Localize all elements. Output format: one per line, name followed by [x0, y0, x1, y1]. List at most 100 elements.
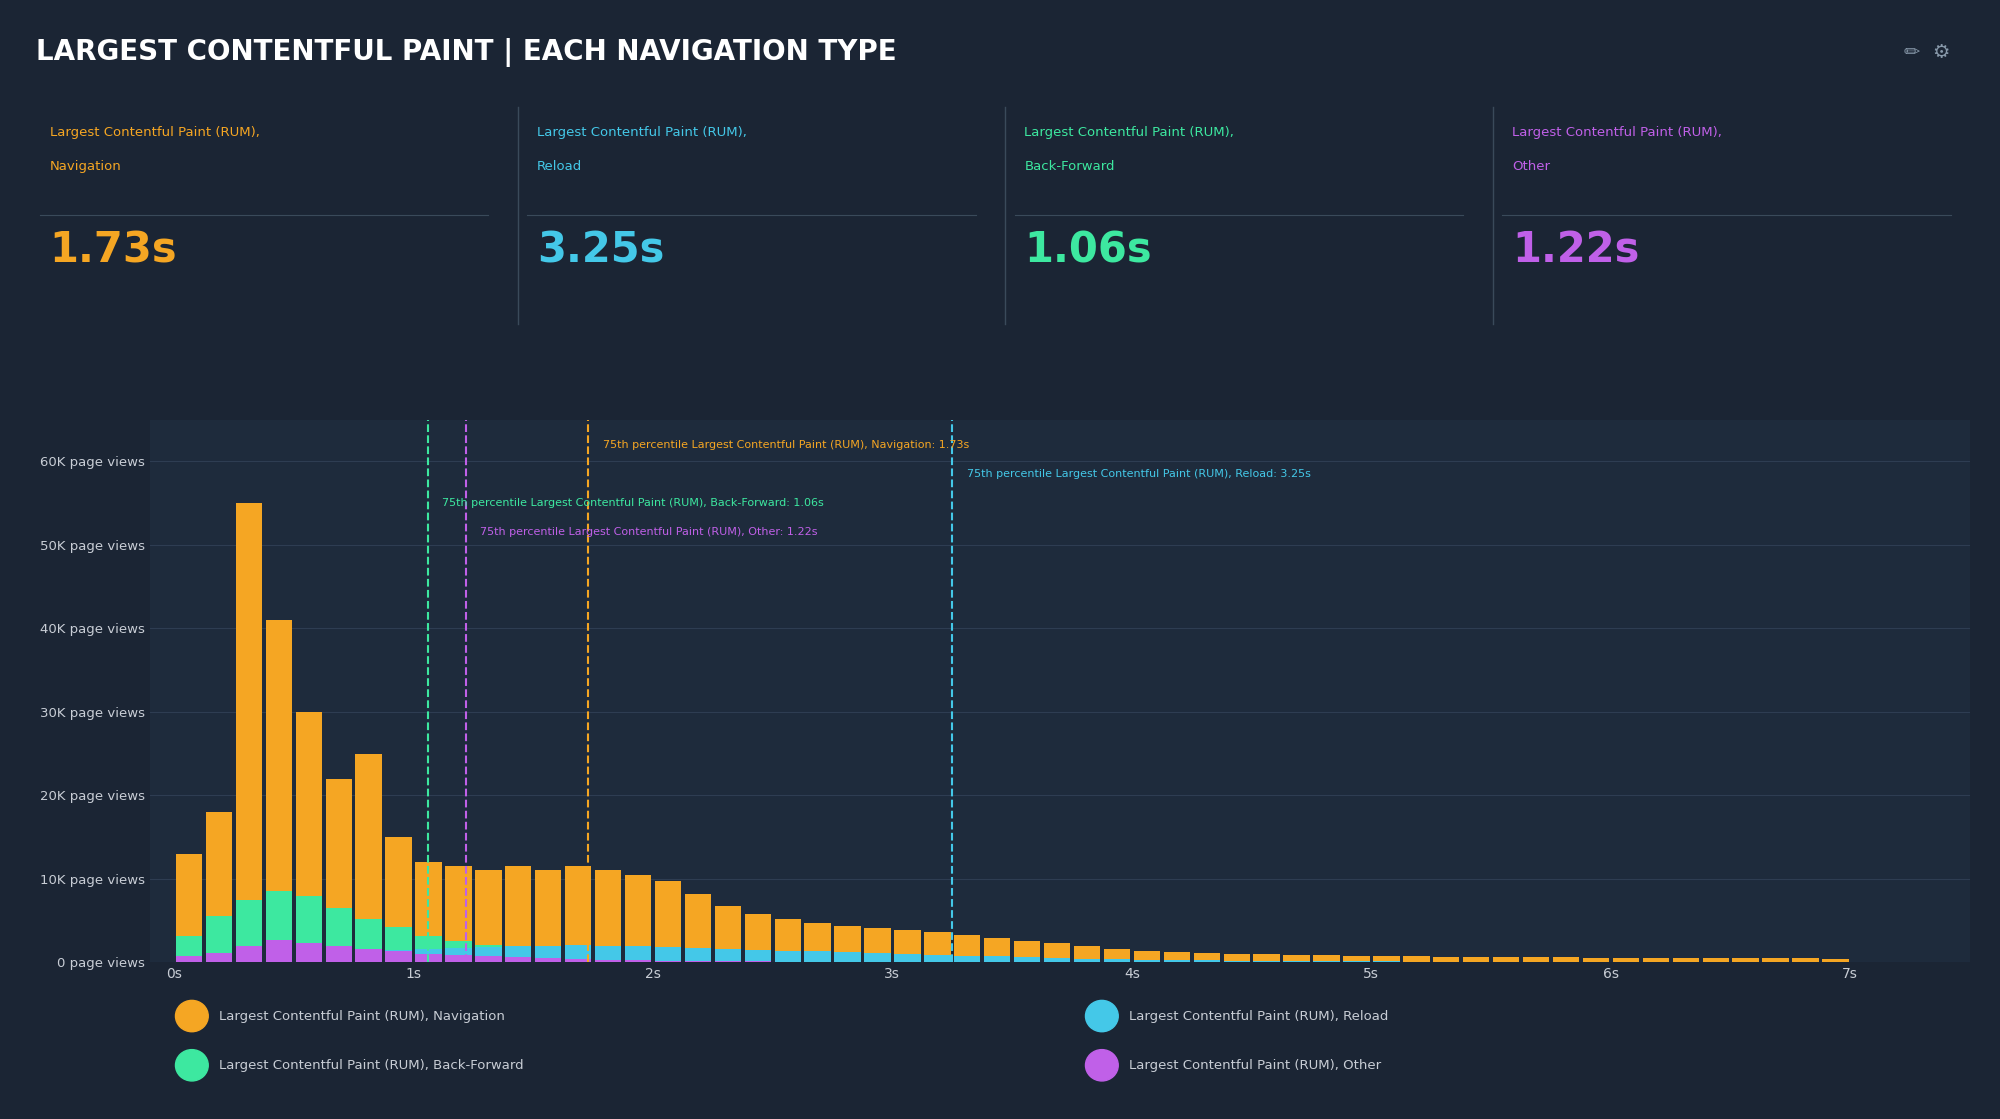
- Bar: [1404, 957, 1430, 962]
- Text: 75th percentile Largest Contentful Paint (RUM), Reload: 3.25s: 75th percentile Largest Contentful Paint…: [966, 469, 1310, 479]
- Bar: [1134, 951, 1160, 962]
- Bar: [1254, 955, 1280, 962]
- Bar: [1552, 958, 1580, 962]
- Text: Largest Contentful Paint (RUM),: Largest Contentful Paint (RUM),: [1512, 126, 1722, 140]
- Bar: [266, 956, 292, 962]
- Ellipse shape: [176, 1050, 208, 1081]
- Bar: [1044, 958, 1070, 962]
- Bar: [176, 957, 202, 962]
- Bar: [654, 961, 682, 962]
- Bar: [1642, 958, 1668, 962]
- Text: Largest Contentful Paint (RUM), Navigation: Largest Contentful Paint (RUM), Navigati…: [220, 1009, 506, 1023]
- Bar: [714, 961, 742, 962]
- Bar: [1164, 952, 1190, 962]
- Bar: [1074, 959, 1100, 962]
- Bar: [894, 930, 920, 962]
- Bar: [446, 956, 472, 962]
- Text: Largest Contentful Paint (RUM), Reload: Largest Contentful Paint (RUM), Reload: [1130, 1009, 1388, 1023]
- Bar: [1014, 958, 1040, 962]
- Bar: [356, 949, 382, 962]
- Bar: [236, 958, 262, 962]
- Bar: [1792, 959, 1818, 962]
- Bar: [176, 961, 202, 962]
- Bar: [356, 919, 382, 962]
- Bar: [594, 946, 622, 962]
- Bar: [416, 949, 442, 962]
- Bar: [1374, 956, 1400, 962]
- Text: 75th percentile Largest Contentful Paint (RUM), Other: 1.22s: 75th percentile Largest Contentful Paint…: [480, 527, 818, 537]
- Bar: [1732, 958, 1758, 962]
- Bar: [1134, 960, 1160, 962]
- Text: Largest Contentful Paint (RUM), Back-Forward: Largest Contentful Paint (RUM), Back-For…: [220, 1059, 524, 1072]
- Bar: [624, 875, 652, 962]
- Bar: [506, 948, 532, 962]
- Bar: [476, 948, 502, 962]
- Bar: [236, 900, 262, 962]
- Bar: [594, 960, 622, 962]
- Bar: [476, 871, 502, 962]
- Bar: [266, 940, 292, 962]
- Bar: [326, 953, 352, 962]
- Bar: [446, 941, 472, 962]
- Bar: [894, 955, 920, 962]
- Bar: [1104, 949, 1130, 962]
- Bar: [296, 712, 322, 962]
- Bar: [1344, 956, 1370, 962]
- Bar: [594, 871, 622, 962]
- Bar: [864, 953, 890, 962]
- Bar: [1522, 957, 1550, 962]
- Bar: [954, 956, 980, 962]
- Text: 3.25s: 3.25s: [536, 229, 664, 272]
- Bar: [176, 935, 202, 962]
- Bar: [864, 928, 890, 962]
- Bar: [624, 960, 652, 962]
- Bar: [356, 753, 382, 962]
- Bar: [236, 946, 262, 962]
- Bar: [714, 905, 742, 962]
- Text: Largest Contentful Paint (RUM),: Largest Contentful Paint (RUM),: [1024, 126, 1234, 140]
- Bar: [654, 881, 682, 962]
- Bar: [954, 934, 980, 962]
- Bar: [804, 951, 830, 962]
- Bar: [1164, 960, 1190, 962]
- Bar: [506, 866, 532, 962]
- Bar: [536, 871, 562, 962]
- Bar: [536, 946, 562, 962]
- Bar: [1434, 957, 1460, 962]
- Bar: [236, 504, 262, 962]
- Bar: [1014, 941, 1040, 962]
- Bar: [446, 948, 472, 962]
- Bar: [266, 892, 292, 962]
- Bar: [206, 960, 232, 962]
- Bar: [684, 961, 712, 962]
- Text: 1.22s: 1.22s: [1512, 229, 1640, 272]
- Bar: [536, 958, 562, 962]
- Bar: [1464, 957, 1490, 962]
- Bar: [386, 837, 412, 962]
- Bar: [536, 950, 562, 962]
- Text: Largest Contentful Paint (RUM),: Largest Contentful Paint (RUM),: [536, 126, 746, 140]
- Bar: [566, 944, 592, 962]
- Bar: [1284, 955, 1310, 962]
- Bar: [924, 932, 950, 962]
- Bar: [506, 947, 532, 962]
- Text: LARGEST CONTENTFUL PAINT | EACH NAVIGATION TYPE: LARGEST CONTENTFUL PAINT | EACH NAVIGATI…: [36, 38, 896, 67]
- Text: ✏  ⚙: ✏ ⚙: [1904, 43, 1950, 62]
- Bar: [566, 952, 592, 962]
- Bar: [356, 951, 382, 962]
- Text: Largest Contentful Paint (RUM),: Largest Contentful Paint (RUM),: [50, 126, 260, 140]
- Text: Back-Forward: Back-Forward: [1024, 160, 1116, 173]
- Bar: [386, 951, 412, 962]
- Text: 1.06s: 1.06s: [1024, 229, 1152, 272]
- Bar: [206, 812, 232, 962]
- Bar: [624, 956, 652, 962]
- Bar: [774, 919, 800, 962]
- Bar: [266, 620, 292, 962]
- Ellipse shape: [1086, 1000, 1118, 1032]
- Ellipse shape: [176, 1000, 208, 1032]
- Bar: [654, 958, 682, 962]
- Text: Other: Other: [1512, 160, 1550, 173]
- Bar: [654, 948, 682, 962]
- Bar: [566, 959, 592, 962]
- Text: Largest Contentful Paint (RUM), Other: Largest Contentful Paint (RUM), Other: [1130, 1059, 1382, 1072]
